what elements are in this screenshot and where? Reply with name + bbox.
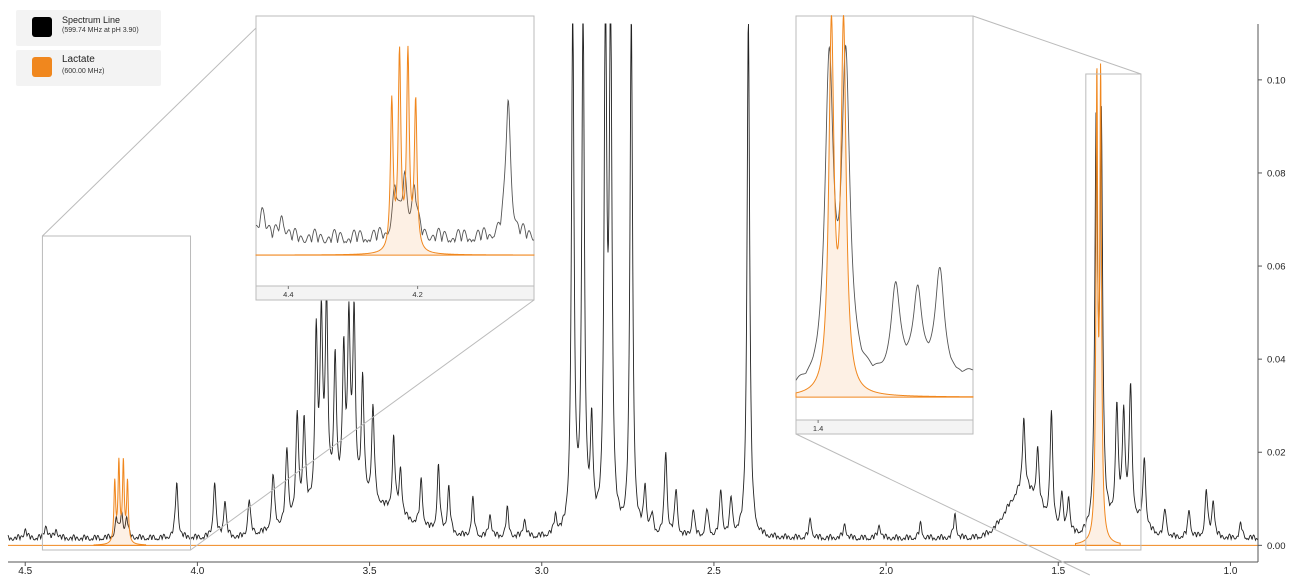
inset-spectrum-line [795, 44, 974, 381]
y-tick-label: 0.08 [1267, 168, 1286, 179]
inset-tick-label: 4.4 [283, 290, 293, 299]
x-tick-label: 1.5 [1051, 566, 1065, 577]
inset-spectrum-line [255, 98, 535, 244]
x-tick-label: 2.5 [707, 566, 721, 577]
inset-connector [972, 15, 1142, 75]
lactate-swatch [32, 57, 52, 77]
inset-1: 1.4 [795, 15, 974, 435]
inset-connector [190, 299, 535, 551]
inset-tick-label: 4.2 [412, 290, 422, 299]
spectrum-swatch [32, 17, 52, 37]
y-tick-label: 0.02 [1267, 448, 1286, 459]
inset-tick-label: 1.4 [813, 424, 823, 433]
inset-axis [255, 285, 535, 301]
y-tick-label: 0.04 [1267, 355, 1286, 366]
x-tick-label: 4.0 [190, 566, 204, 577]
zoom-region [1085, 73, 1142, 551]
inset-axis [795, 419, 974, 435]
zoom-region [41, 235, 192, 551]
y-tick-label: 0.00 [1267, 541, 1286, 552]
x-tick-label: 3.0 [535, 566, 549, 577]
legend-label: Lactate [62, 54, 95, 65]
lactate-multiplet-0 [93, 457, 147, 546]
legend-item-spectrum: Spectrum Line (599.74 MHz at pH 3.90) [16, 10, 161, 46]
x-tick-label: 3.5 [363, 566, 377, 577]
legend-sublabel: (599.74 MHz at pH 3.90) [62, 27, 139, 34]
x-tick-label: 1.0 [1223, 566, 1237, 577]
legend-sublabel: (600.00 MHz) [62, 68, 105, 75]
y-tick-label: 0.06 [1267, 262, 1286, 273]
inset-frame [255, 15, 535, 301]
legend-item-lactate: Lactate (600.00 MHz) [16, 50, 161, 86]
y-tick-label: 0.10 [1267, 75, 1286, 86]
inset-lactate-line [255, 45, 535, 256]
inset-connector [42, 27, 257, 237]
inset-frame [795, 15, 974, 435]
x-tick-label: 4.5 [18, 566, 32, 577]
x-tick-label: 2.0 [879, 566, 893, 577]
inset-lactate-line [795, 15, 974, 398]
legend-label: Spectrum Line [62, 15, 121, 25]
lactate-multiplet-1 [1074, 63, 1121, 546]
inset-0: 4.4 4.2 [255, 15, 535, 301]
spectrum-line [7, 23, 1259, 542]
inset-connector [795, 433, 1091, 576]
